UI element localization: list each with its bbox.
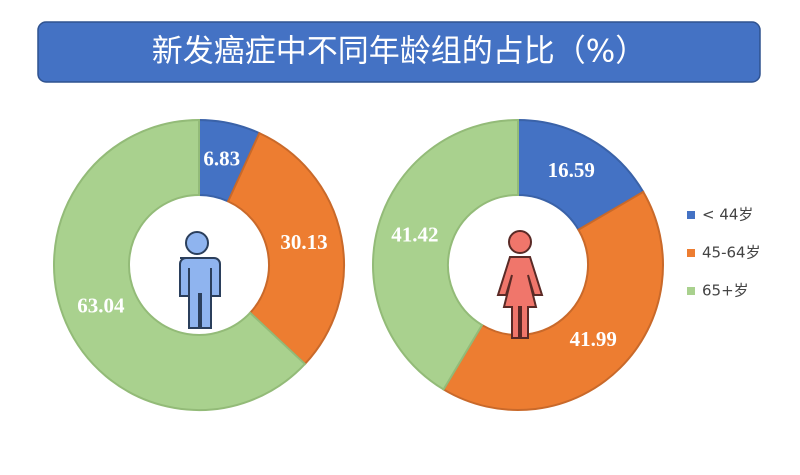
slice <box>372 118 519 391</box>
slice <box>226 131 345 366</box>
value-label: 30.13 <box>280 230 327 254</box>
value-label: 16.59 <box>548 158 595 182</box>
value-label: 6.83 <box>203 146 240 170</box>
legend-label: < 44岁 <box>702 206 753 224</box>
value-label: 41.42 <box>391 222 438 246</box>
male-icon <box>179 231 221 329</box>
title-box <box>37 21 761 83</box>
plots: 6.83 30.13 63.04 16.59 41.99 41.42 < 44岁 45-64岁… <box>53 118 761 411</box>
legend-swatch <box>687 211 695 219</box>
female-icon <box>496 230 544 339</box>
chart-title: 新发癌症中不同年龄组的占比（%） <box>152 34 646 70</box>
legend-label: 65+岁 <box>702 282 749 300</box>
legend-swatch <box>687 249 695 257</box>
slice <box>53 118 307 411</box>
slice <box>442 190 664 411</box>
legend-label: 45-64岁 <box>702 244 761 262</box>
value-label: 63.04 <box>77 293 125 317</box>
value-label: 41.99 <box>570 327 617 351</box>
slice <box>517 118 645 232</box>
legend-swatch <box>687 287 695 295</box>
